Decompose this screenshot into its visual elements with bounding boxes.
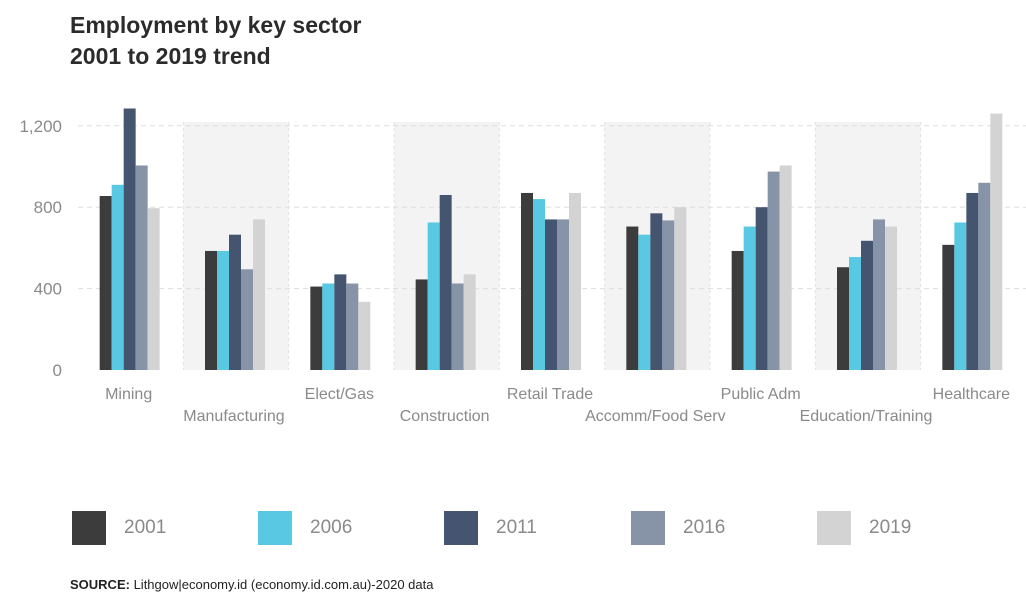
chart-title-line-1: Employment by key sector	[70, 12, 362, 38]
source-note: SOURCE: Lithgow|economy.id (economy.id.c…	[70, 577, 433, 592]
bar	[545, 219, 557, 370]
x-tick-label: Retail Trade	[507, 386, 593, 403]
x-tick-label: Manufacturing	[183, 408, 284, 425]
legend-item: 2006	[258, 510, 352, 546]
bar	[942, 244, 955, 370]
bar	[229, 234, 241, 370]
bar	[743, 226, 756, 370]
bar	[463, 274, 476, 370]
bar	[873, 219, 885, 370]
bar	[569, 192, 581, 370]
x-tick-label: Mining	[105, 386, 152, 403]
bar	[650, 213, 663, 370]
legend-item: 2019	[817, 510, 911, 546]
bar	[427, 222, 440, 370]
legend: 2001 2006 2011 2016 2019	[0, 510, 1026, 550]
x-tick-label: Healthcare	[933, 386, 1010, 403]
bar	[966, 192, 979, 370]
bar	[557, 219, 569, 370]
legend-label: 2006	[310, 517, 353, 538]
bar	[334, 274, 347, 370]
chart-title-line-2: 2001 to 2019 trend	[70, 43, 271, 69]
bar	[849, 257, 861, 370]
bar	[253, 219, 265, 370]
bar	[990, 113, 1003, 370]
legend-swatch	[817, 511, 851, 545]
bar	[135, 165, 148, 370]
bar	[123, 108, 136, 370]
bar	[205, 250, 217, 370]
bar	[626, 226, 639, 370]
legend-swatch	[631, 511, 665, 545]
legend-label: 2016	[683, 517, 726, 538]
bar	[662, 220, 675, 370]
legend-swatch	[444, 511, 478, 545]
bar	[358, 301, 371, 370]
bar	[978, 182, 991, 370]
y-tick-label: 1,200	[19, 117, 62, 136]
legend-item: 2016	[631, 510, 725, 546]
x-tick-label: Public Adm	[721, 386, 801, 403]
bar	[217, 250, 229, 370]
bar	[861, 240, 873, 370]
bar	[111, 184, 124, 370]
source-label: SOURCE:	[70, 577, 130, 592]
y-tick-label: 0	[53, 361, 62, 380]
bar	[837, 267, 849, 370]
x-tick-label: Accomm/Food Serv	[585, 408, 725, 425]
bar	[99, 196, 112, 370]
bar	[521, 192, 533, 370]
bar	[638, 234, 651, 370]
bar	[310, 286, 323, 370]
bar	[885, 226, 897, 370]
source-text: Lithgow|economy.id (economy.id.com.au)-2…	[133, 577, 434, 592]
x-tick-label: Construction	[400, 408, 490, 425]
bar	[954, 222, 967, 370]
y-tick-label: 800	[34, 198, 62, 217]
legend-label: 2011	[496, 517, 537, 538]
y-tick-label: 400	[34, 280, 62, 299]
legend-label: 2001	[124, 517, 167, 538]
y-axis-ticks: 0 400 800 1,200	[19, 117, 62, 380]
legend-swatch	[258, 511, 292, 545]
bar	[755, 207, 768, 370]
bar	[779, 165, 792, 370]
legend-item: 2001	[72, 510, 166, 546]
bar	[322, 283, 335, 370]
chart-title: Employment by key sector 2001 to 2019 tr…	[70, 10, 361, 72]
bar	[674, 207, 687, 370]
legend-label: 2019	[869, 517, 912, 538]
bar	[767, 171, 780, 370]
x-tick-label: Elect/Gas	[305, 386, 374, 403]
bar	[439, 194, 452, 370]
bar	[451, 283, 464, 370]
x-axis-labels: Mining Manufacturing Elect/Gas Construction…	[105, 386, 1010, 425]
legend-swatch	[72, 511, 106, 545]
bar-chart: 0 400 800 1,200 Mining Manufacturing Elect/Ga…	[19, 108, 1026, 425]
x-tick-label: Education/Training	[800, 408, 933, 425]
bar	[731, 250, 744, 370]
bar	[241, 269, 253, 370]
bar	[415, 279, 428, 370]
legend-item: 2011	[444, 510, 537, 546]
bars	[99, 108, 1003, 370]
bar	[346, 283, 359, 370]
bar	[147, 208, 160, 370]
bar	[533, 199, 545, 370]
